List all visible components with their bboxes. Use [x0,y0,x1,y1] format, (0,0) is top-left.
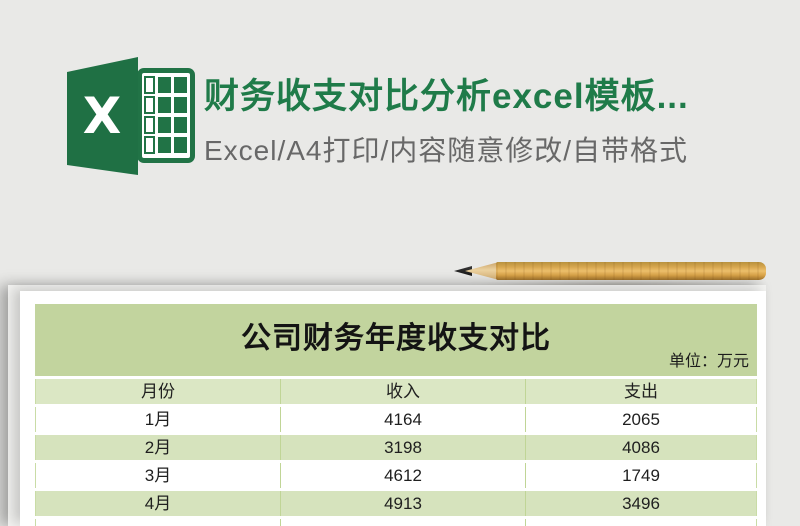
excel-logo-icon: X [67,57,195,175]
sheet-title-band: 公司财务年度收支对比 单位：万元 [35,304,757,376]
banner-title: 财务收支对比分析excel模板... [204,77,689,116]
cell-expense: 4086 [622,438,660,457]
cell-income [281,519,526,526]
column-header-income: 收入 [281,379,526,404]
table-row: 3月 4612 1749 [35,463,757,488]
svg-text:X: X [83,87,122,145]
cell-income: 4612 [281,463,526,488]
column-header-expense: 支出 [624,382,658,401]
cell-month: 2月 [36,435,281,460]
cell-expense: 2065 [622,410,660,429]
cell-income: 3198 [281,435,526,460]
cell-expense [526,519,756,526]
unit-label: 单位：万元 [668,353,749,370]
sheet-title: 公司财务年度收支对比 [241,322,551,355]
table-row: 2月 3198 4086 [35,435,757,460]
cell-month: 3月 [36,463,281,488]
pencil-sharpened-cone [465,262,499,280]
cell-expense: 3496 [622,494,660,513]
cell-month: 1月 [36,407,281,432]
table-row: 4月 4913 3496 [35,491,757,516]
table-row-partial [35,519,757,526]
cell-expense: 1749 [622,466,660,485]
pencil-body [496,262,766,280]
cell-month: 4月 [36,491,281,516]
column-header-month: 月份 [36,379,281,404]
pencil-lead-tip [454,266,472,276]
paper-sheet: 公司财务年度收支对比 单位：万元 月份 收入 支出 1月 4164 2065 2… [20,291,766,526]
cell-income: 4164 [281,407,526,432]
table-header-row: 月份 收入 支出 [35,379,757,404]
cell-income: 4913 [281,491,526,516]
cell-month [36,519,281,526]
spreadsheet-preview: 公司财务年度收支对比 单位：万元 月份 收入 支出 1月 4164 2065 2… [35,304,757,526]
table-row: 1月 4164 2065 [35,407,757,432]
banner-subtitle: Excel/A4打印/内容随意修改/自带格式 [204,135,689,166]
